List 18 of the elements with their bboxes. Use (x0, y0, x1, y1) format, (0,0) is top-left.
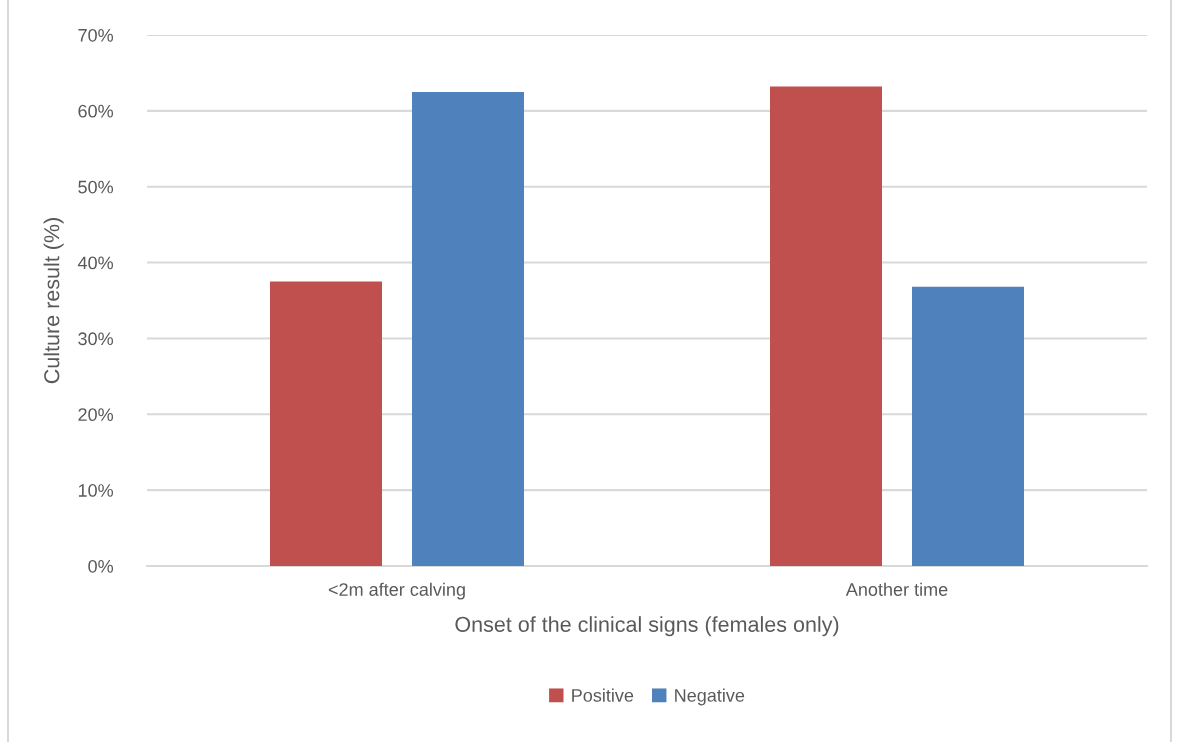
y-tick-label: 0% (88, 559, 114, 573)
x-tick-label: Another time (845, 582, 948, 596)
x-axis-title: Onset of the clinical signs (females only) (455, 616, 839, 637)
y-tick-label: 30% (78, 332, 114, 346)
y-tick-label: 50% (78, 180, 114, 194)
y-tick-label: 20% (78, 408, 114, 422)
y-tick-label: 40% (77, 256, 114, 270)
bar (912, 286, 1024, 566)
legend-label: Positive (572, 688, 634, 702)
y-tick-label: 70% (78, 28, 114, 42)
bar (270, 281, 382, 566)
x-tick-label: <2m after calving (328, 582, 465, 600)
bar (770, 86, 882, 566)
bar (412, 91, 524, 566)
legend-label: Negative (675, 688, 745, 706)
y-tick-label: 10% (78, 484, 114, 497)
y-tick-label: 60% (78, 104, 114, 118)
y-axis-title: Culture result (%) (43, 218, 64, 384)
